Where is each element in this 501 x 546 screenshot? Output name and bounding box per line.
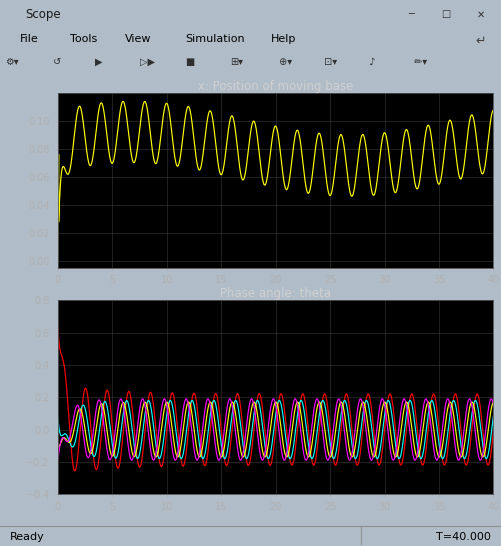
Text: ■: ■ [185, 57, 194, 67]
Text: Help: Help [271, 34, 296, 44]
Text: ↺: ↺ [50, 57, 61, 67]
Text: T=40.000: T=40.000 [436, 532, 491, 542]
Text: ⊕▾: ⊕▾ [276, 57, 292, 67]
Text: Ready: Ready [10, 532, 45, 542]
Title: Phase angle: theta: Phase angle: theta [220, 287, 331, 300]
Text: ▶: ▶ [95, 57, 103, 67]
Text: Scope: Scope [25, 8, 61, 21]
Text: ▷▶: ▷▶ [140, 57, 155, 67]
Text: Simulation: Simulation [185, 34, 245, 44]
Text: ✏▾: ✏▾ [411, 57, 427, 67]
Text: ⊞▾: ⊞▾ [230, 57, 243, 67]
Text: ✕: ✕ [477, 9, 485, 20]
Text: View: View [125, 34, 152, 44]
Text: File: File [20, 34, 39, 44]
Title: x: Position of moving base: x: Position of moving base [198, 80, 353, 93]
Text: ─: ─ [408, 9, 414, 20]
Text: ⚙▾: ⚙▾ [5, 57, 19, 67]
Text: Tools: Tools [70, 34, 97, 44]
Text: □: □ [441, 9, 450, 20]
Text: ♪: ♪ [366, 57, 375, 67]
Text: ⊡▾: ⊡▾ [321, 57, 337, 67]
Text: ↵: ↵ [475, 34, 486, 48]
